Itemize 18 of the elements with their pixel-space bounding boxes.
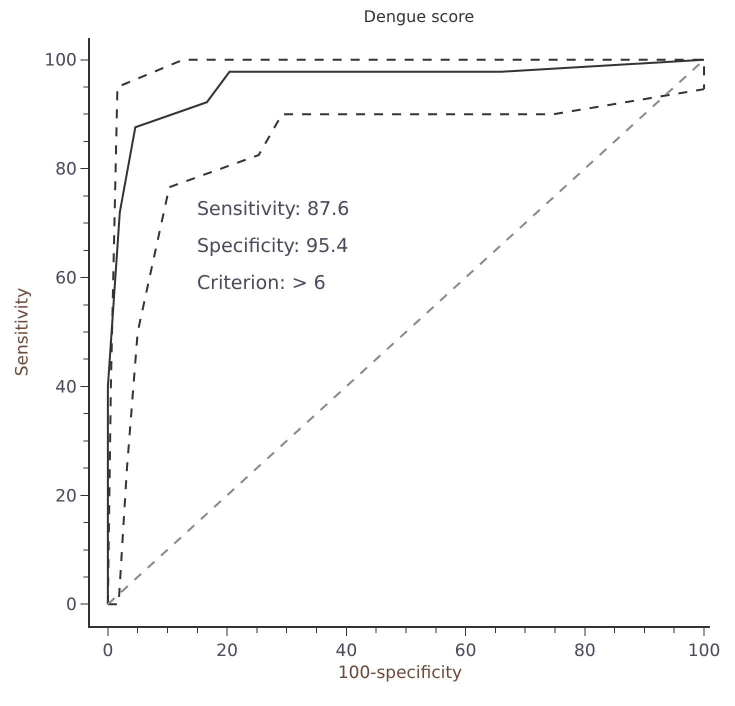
annotation: Specificity: 95.4 [197, 235, 348, 257]
y-tick-label: 80 [55, 160, 77, 180]
y-tick-label: 40 [55, 377, 77, 398]
x-tick-label: 100 [688, 641, 720, 662]
x-tick-label: 20 [216, 641, 238, 662]
y-tick-label: 60 [55, 268, 77, 289]
y-axis-title: Sensitivity [12, 288, 32, 376]
x-tick-label: 40 [336, 641, 358, 662]
x-tick-label: 80 [574, 641, 596, 662]
y-tick-label: 20 [55, 486, 77, 506]
x-tick-label: 0 [102, 641, 114, 662]
annotation: Criterion: > 6 [197, 272, 326, 294]
x-axis-title: 100-specificity [338, 663, 462, 684]
y-tick-label: 100 [44, 50, 77, 71]
chart-title: Dengue score [364, 6, 474, 26]
annotation: Sensitivity: 87.6 [197, 198, 350, 220]
x-tick-label: 60 [454, 641, 476, 662]
y-tick-label: 0 [66, 595, 77, 616]
